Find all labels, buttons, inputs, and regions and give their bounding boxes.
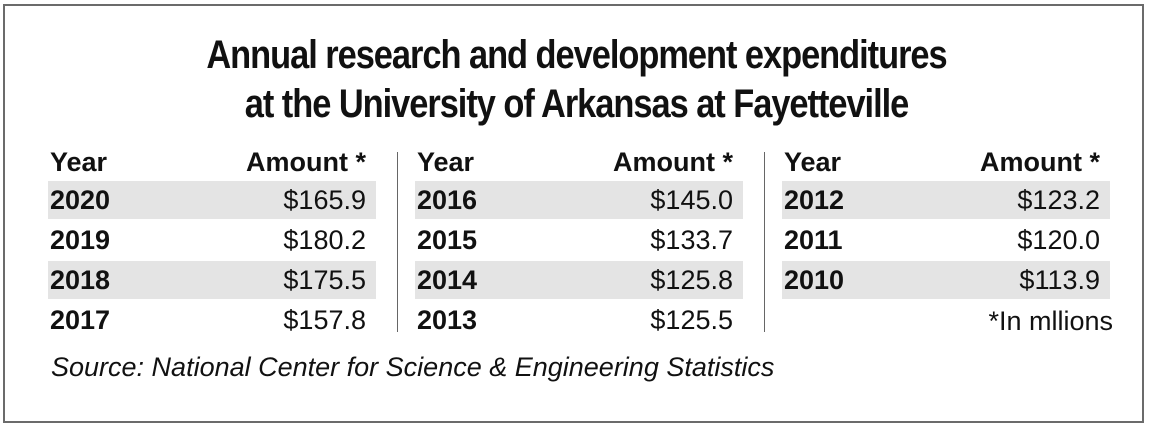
- table-row: 2012 $123.2: [782, 181, 1110, 219]
- year-cell: 2012: [784, 185, 845, 215]
- title-line-1: Annual research and development expendit…: [206, 33, 947, 77]
- year-cell: 2014: [417, 265, 478, 295]
- amount-header: Amount *: [980, 147, 1100, 177]
- table-row: 2015 $133.7: [415, 221, 743, 259]
- amount-cell: $120.0: [1017, 225, 1100, 255]
- year-cell: 2020: [50, 185, 111, 215]
- table-row: 2011 $120.0: [782, 221, 1110, 259]
- table-row: 2010 $113.9: [782, 261, 1110, 299]
- amount-cell: $175.5: [283, 265, 366, 295]
- column-header-row: Year Amount *: [415, 143, 743, 181]
- source-note: Source: National Center for Science & En…: [51, 352, 775, 382]
- amount-cell: $125.8: [650, 265, 733, 295]
- amount-cell: $157.8: [283, 305, 366, 335]
- year-cell: 2010: [784, 265, 845, 295]
- table-row: 2020 $165.9: [48, 181, 376, 219]
- column-divider: [764, 152, 765, 332]
- amount-cell: $123.2: [1017, 185, 1100, 215]
- table-column-3: Year Amount * 2012 $123.2 2011 $120.0 20…: [782, 143, 1110, 301]
- table-column-2: Year Amount * 2016 $145.0 2015 $133.7 20…: [415, 143, 743, 341]
- table-column-1: Year Amount * 2020 $165.9 2019 $180.2 20…: [48, 143, 376, 341]
- year-cell: 2013: [417, 305, 478, 335]
- amount-header: Amount *: [613, 147, 733, 177]
- table-row: 2014 $125.8: [415, 261, 743, 299]
- amount-cell: $133.7: [650, 225, 733, 255]
- year-cell: 2017: [50, 305, 111, 335]
- year-cell: 2016: [417, 185, 478, 215]
- table-frame: [3, 4, 1144, 423]
- column-header-row: Year Amount *: [782, 143, 1110, 181]
- amount-cell: $125.5: [650, 305, 733, 335]
- year-cell: 2015: [417, 225, 478, 255]
- column-divider: [397, 152, 398, 332]
- footnote: *In mllions: [988, 306, 1113, 336]
- year-header: Year: [784, 147, 842, 177]
- amount-cell: $145.0: [650, 185, 733, 215]
- year-cell: 2019: [50, 225, 111, 255]
- amount-cell: $180.2: [283, 225, 366, 255]
- amount-cell: $113.9: [1019, 265, 1100, 295]
- table-row: 2016 $145.0: [415, 181, 743, 219]
- year-header: Year: [50, 147, 108, 177]
- amount-header: Amount *: [246, 147, 366, 177]
- table-row: 2018 $175.5: [48, 261, 376, 299]
- column-header-row: Year Amount *: [48, 143, 376, 181]
- year-cell: 2011: [784, 225, 843, 255]
- table-row: 2017 $157.8: [48, 301, 376, 339]
- title-line-2: at the University of Arkansas at Fayette…: [244, 82, 910, 126]
- year-header: Year: [417, 147, 475, 177]
- year-cell: 2018: [50, 265, 111, 295]
- table-row: 2019 $180.2: [48, 221, 376, 259]
- table-row: 2013 $125.5: [415, 301, 743, 339]
- amount-cell: $165.9: [283, 185, 366, 215]
